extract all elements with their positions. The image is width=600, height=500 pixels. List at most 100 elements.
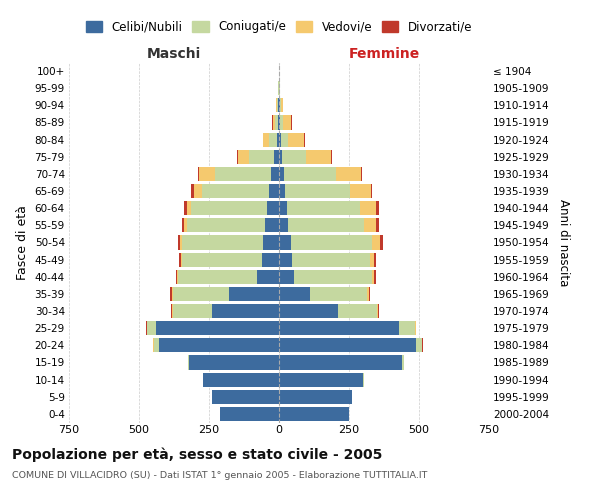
Bar [278, 98, 279, 112]
Bar [194, 184, 202, 198]
Bar [400, 321, 415, 335]
Bar [269, 184, 279, 198]
Bar [181, 252, 182, 266]
Legend: Celibi/Nubili, Coniugati/e, Vedovi/e, Divorzati/e: Celibi/Nubili, Coniugati/e, Vedovi/e, Di… [83, 18, 475, 36]
Bar [292, 252, 370, 266]
Bar [279, 304, 338, 318]
Bar [280, 116, 283, 130]
Bar [279, 98, 280, 112]
Bar [291, 236, 372, 250]
Bar [374, 270, 376, 284]
Bar [180, 236, 182, 250]
Bar [279, 201, 287, 215]
Bar [287, 132, 304, 146]
Bar [370, 252, 374, 266]
Bar [285, 184, 350, 198]
Bar [148, 321, 156, 335]
Bar [178, 270, 257, 284]
Bar [279, 287, 310, 301]
Bar [284, 167, 336, 181]
Bar [279, 270, 293, 284]
Bar [272, 116, 275, 130]
Bar [376, 201, 379, 215]
Bar [402, 356, 404, 370]
Bar [372, 236, 380, 250]
Bar [187, 218, 265, 232]
Bar [172, 287, 173, 301]
Bar [279, 116, 280, 130]
Y-axis label: Fasce di età: Fasce di età [16, 205, 29, 280]
Bar [279, 356, 402, 370]
Bar [376, 218, 379, 232]
Bar [280, 98, 281, 112]
Bar [350, 184, 371, 198]
Y-axis label: Anni di nascita: Anni di nascita [557, 199, 570, 286]
Bar [249, 150, 274, 164]
Bar [293, 270, 372, 284]
Bar [182, 236, 263, 250]
Bar [279, 338, 416, 352]
Bar [269, 132, 277, 146]
Bar [364, 218, 376, 232]
Bar [371, 184, 372, 198]
Text: Maschi: Maschi [147, 47, 201, 61]
Bar [197, 167, 199, 181]
Bar [212, 390, 279, 404]
Bar [187, 201, 191, 215]
Bar [271, 167, 279, 181]
Bar [367, 287, 368, 301]
Bar [368, 287, 370, 301]
Bar [184, 201, 187, 215]
Bar [238, 150, 249, 164]
Bar [275, 116, 278, 130]
Bar [178, 236, 180, 250]
Bar [279, 167, 284, 181]
Bar [182, 218, 184, 232]
Bar [338, 304, 377, 318]
Bar [262, 252, 279, 266]
Bar [263, 236, 279, 250]
Bar [257, 270, 279, 284]
Bar [281, 98, 283, 112]
Bar [279, 132, 281, 146]
Text: COMUNE DI VILLACIDRO (SU) - Dati ISTAT 1° gennaio 2005 - Elaborazione TUTTITALIA: COMUNE DI VILLACIDRO (SU) - Dati ISTAT 1… [12, 471, 427, 480]
Bar [275, 98, 277, 112]
Bar [279, 390, 352, 404]
Bar [278, 116, 279, 130]
Bar [182, 252, 262, 266]
Bar [380, 236, 383, 250]
Bar [191, 184, 194, 198]
Text: Femmine: Femmine [349, 47, 419, 61]
Text: Popolazione per età, sesso e stato civile - 2005: Popolazione per età, sesso e stato civil… [12, 448, 382, 462]
Bar [279, 184, 285, 198]
Bar [184, 218, 187, 232]
Bar [202, 184, 269, 198]
Bar [263, 132, 269, 146]
Bar [378, 304, 379, 318]
Bar [416, 338, 422, 352]
Bar [415, 321, 416, 335]
Bar [283, 150, 306, 164]
Bar [212, 304, 279, 318]
Bar [279, 321, 400, 335]
Bar [190, 356, 279, 370]
Bar [154, 338, 158, 352]
Bar [156, 321, 279, 335]
Bar [188, 356, 190, 370]
Bar [281, 132, 287, 146]
Bar [267, 201, 279, 215]
Bar [288, 218, 364, 232]
Bar [179, 252, 181, 266]
Bar [170, 287, 172, 301]
Bar [279, 218, 288, 232]
Bar [279, 407, 349, 421]
Bar [265, 218, 279, 232]
Bar [279, 236, 291, 250]
Bar [279, 372, 363, 386]
Bar [279, 252, 292, 266]
Bar [287, 201, 359, 215]
Bar [191, 201, 267, 215]
Bar [199, 167, 215, 181]
Bar [372, 270, 374, 284]
Bar [377, 304, 378, 318]
